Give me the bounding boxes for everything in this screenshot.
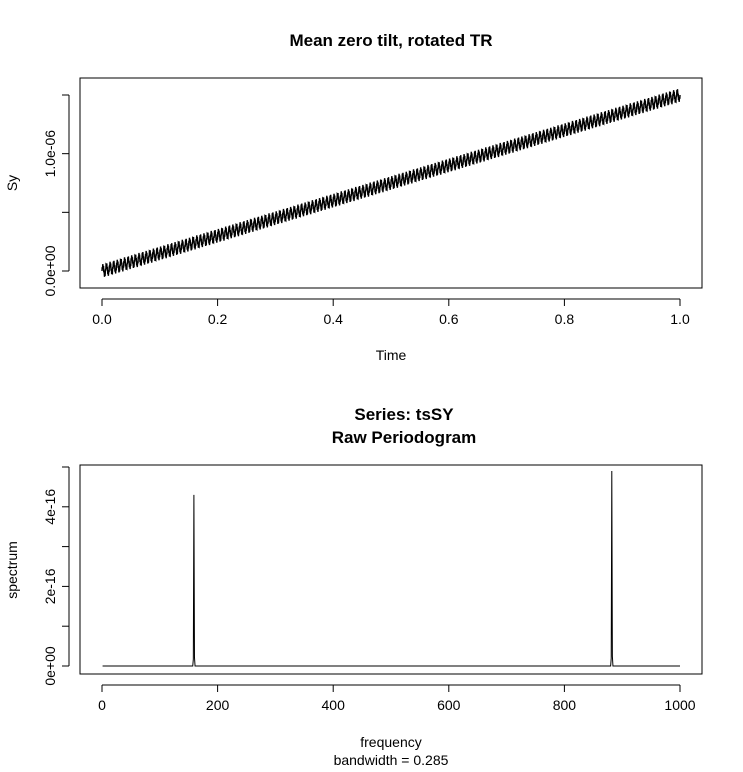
y-tick-label: 4e-16 xyxy=(42,489,58,525)
bandwidth-note: bandwidth = 0.285 xyxy=(334,752,449,768)
x-tick-label: 0.2 xyxy=(208,311,228,327)
chart-subtitle: Raw Periodogram xyxy=(332,428,477,447)
y-tick-label: 0.0e+00 xyxy=(42,245,58,296)
y-axis-ticks: 0.0e+00 1.0e-06 xyxy=(42,94,69,297)
y-axis-label: Sy xyxy=(4,175,20,191)
x-tick-label: 0.4 xyxy=(323,311,343,327)
x-tick-label: 1.0 xyxy=(670,311,690,327)
chart-title: Series: tsSY xyxy=(354,405,454,424)
x-tick-label: 800 xyxy=(553,697,577,713)
plot-frame xyxy=(79,77,703,289)
series-line xyxy=(102,470,680,667)
y-tick-label: 0e+00 xyxy=(42,646,58,686)
y-tick-label: 2e-16 xyxy=(42,568,58,604)
x-tick-label: 0.6 xyxy=(439,311,459,327)
y-axis-ticks: 0e+00 2e-16 4e-16 xyxy=(42,466,69,686)
x-axis-label: Time xyxy=(376,347,407,363)
x-tick-label: 600 xyxy=(437,697,461,713)
x-tick-label: 0.8 xyxy=(555,311,575,327)
x-axis-ticks: 0.0 0.2 0.4 0.6 0.8 1.0 xyxy=(92,299,690,327)
x-tick-label: 1000 xyxy=(664,697,695,713)
chart-periodogram: Series: tsSY Raw Periodogram 0 200 400 600 8… xyxy=(4,405,703,768)
x-axis-ticks: 0 200 400 600 800 1000 xyxy=(98,685,696,713)
y-tick-label: 1.0e-06 xyxy=(42,130,58,178)
chart-title: Mean zero tilt, rotated TR xyxy=(289,31,492,50)
plot-frame xyxy=(79,464,703,675)
x-axis-label: frequency xyxy=(360,734,421,750)
chart-time-series: Mean zero tilt, rotated TR 0.0 0.2 0.4 0.6 0… xyxy=(4,31,703,363)
x-tick-label: 0 xyxy=(98,697,106,713)
y-axis-label: spectrum xyxy=(4,541,20,599)
x-tick-label: 400 xyxy=(322,697,346,713)
x-tick-label: 0.0 xyxy=(92,311,112,327)
x-tick-label: 200 xyxy=(206,697,230,713)
series-line xyxy=(101,89,681,277)
